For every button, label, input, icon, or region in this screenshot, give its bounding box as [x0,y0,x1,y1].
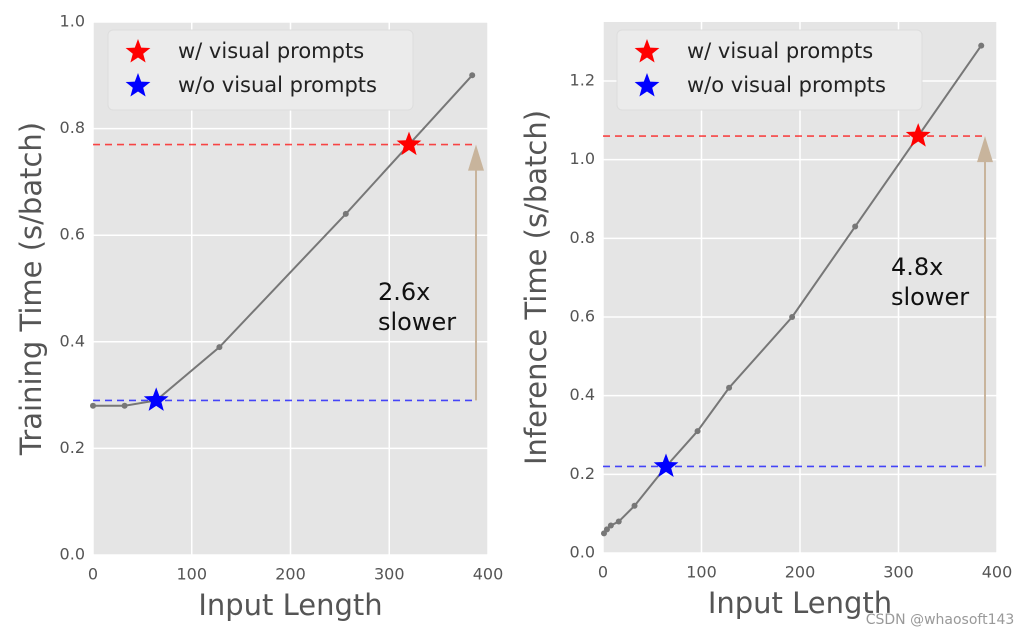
legend-star [125,39,151,63]
y-tick-label: 0.8 [570,228,595,247]
data-point [121,402,128,409]
legend-box [616,29,923,111]
legend-label: w/ visual prompts [178,39,364,63]
star-marker [143,387,169,411]
x-tick-label: 300 [374,565,405,584]
x-tick-label: 400 [982,563,1013,582]
x-axis-label: Input Length [198,588,382,622]
data-point [726,384,733,391]
y-tick-label: 0.8 [60,118,85,137]
legend-label: w/o visual prompts [687,73,886,97]
data-point [978,42,985,49]
data-point [342,210,349,217]
y-tick-label: 0.0 [60,545,85,564]
y-tick-label: 0.6 [570,307,595,326]
annotation: 4.8x [891,253,943,281]
y-tick-label: 1.2 [570,71,595,90]
legend-label: w/ visual prompts [687,39,873,63]
data-point [694,428,701,435]
star-marker [396,131,422,156]
x-tick-label: 200 [785,563,816,582]
y-tick-label: 1.0 [60,12,85,31]
y-axis-label: Training Time (s/batch) [14,122,48,456]
data-line [93,74,473,407]
x-axis-label: Input Length [708,586,892,620]
legend-star [634,39,660,63]
data-point [607,522,614,529]
data-point [852,223,859,230]
legend-box [107,29,414,111]
annotation: 2.6x [378,278,430,306]
legend-label: w/o visual prompts [178,73,377,97]
arrow-head [468,144,484,171]
data-point [631,502,638,509]
star-marker [905,123,931,147]
x-tick-label: 0 [598,563,608,582]
arrow-head [977,136,993,163]
x-tick-label: 100 [686,563,717,582]
annotation: slower [378,308,456,336]
y-axis-label: Inference Time (s/batch) [519,110,553,465]
y-tick-label: 0.0 [570,543,595,562]
x-tick-label: 400 [473,565,504,584]
data-point [789,314,796,320]
x-tick-label: 300 [883,563,914,582]
y-tick-label: 0.4 [570,385,595,404]
data-point [216,344,223,351]
watermark: CSDN @whaosoft143 [866,612,1015,628]
x-tick-label: 200 [275,565,306,584]
y-tick-label: 1.0 [570,149,595,168]
y-tick-label: 0.4 [60,331,85,350]
data-point [90,402,96,409]
data-point [469,72,476,79]
annotation: slower [891,283,969,311]
x-tick-label: 0 [88,565,98,584]
y-tick-label: 0.2 [60,438,85,457]
legend-star [125,73,151,97]
y-tick-label: 0.2 [570,464,595,483]
data-point [603,526,610,533]
legend-star [634,73,660,97]
star-marker [653,453,679,477]
data-point [615,518,622,525]
x-tick-label: 100 [176,565,207,584]
y-tick-label: 0.6 [60,225,85,244]
